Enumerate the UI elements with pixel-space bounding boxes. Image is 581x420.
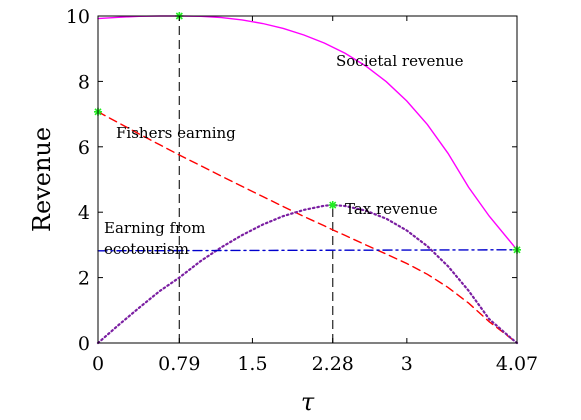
y-tick-label: 10 <box>66 6 90 28</box>
y-tick-label: 4 <box>78 202 90 224</box>
axes <box>97 15 518 344</box>
x-tick-label: 0 <box>92 353 104 375</box>
reference-lines <box>178 16 334 343</box>
x-tick-label: 3 <box>401 353 413 375</box>
x-tick-label: 1.5 <box>237 353 267 375</box>
series-line-2 <box>96 203 519 345</box>
annotation-label: ecotourism <box>104 240 189 258</box>
annotation-label: Societal revenue <box>336 52 464 70</box>
y-axis-label: Revenue <box>28 127 56 232</box>
series-line-1 <box>97 111 518 344</box>
annotation-label: Fishers earning <box>116 124 236 142</box>
annotations: Societal revenue Fishers earning Tax reven… <box>104 52 464 258</box>
axes-box <box>97 15 518 344</box>
y-tick-label: 8 <box>78 71 90 93</box>
x-tick-label: 2.28 <box>312 353 354 375</box>
annotation-label: Tax revenue <box>345 200 438 218</box>
annotation-label: Earning from <box>104 219 206 237</box>
x-tick-label: 4.07 <box>496 353 538 375</box>
y-tick-label: 0 <box>78 333 90 355</box>
y-tick-label: 2 <box>78 268 90 290</box>
series-line-3 <box>97 249 518 252</box>
tick-labels: 0 0.79 1.5 2.28 3 4.07 0 2 4 6 8 10 <box>66 6 538 375</box>
y-tick-label: 6 <box>78 137 90 159</box>
highlight-marker <box>328 201 337 210</box>
x-tick-label: 0.79 <box>158 353 200 375</box>
x-axis-label: τ <box>301 388 315 416</box>
